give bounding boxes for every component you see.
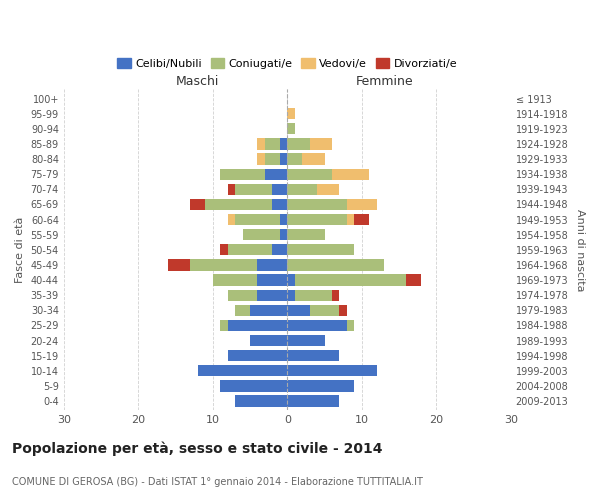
Bar	[287, 260, 384, 270]
Bar	[227, 290, 257, 301]
Bar	[287, 290, 295, 301]
Bar	[227, 350, 287, 362]
Bar	[235, 214, 280, 225]
Bar	[280, 138, 287, 149]
Bar	[280, 154, 287, 164]
Bar	[340, 304, 347, 316]
Bar	[235, 304, 250, 316]
Bar	[287, 304, 310, 316]
Text: Maschi: Maschi	[176, 75, 220, 88]
Bar	[272, 184, 287, 195]
Text: Popolazione per età, sesso e stato civile - 2014: Popolazione per età, sesso e stato civil…	[12, 441, 383, 456]
Bar	[272, 244, 287, 256]
Bar	[310, 304, 340, 316]
Bar	[287, 365, 377, 376]
Y-axis label: Anni di nascita: Anni di nascita	[575, 208, 585, 291]
Bar	[265, 168, 287, 180]
Y-axis label: Fasce di età: Fasce di età	[15, 216, 25, 283]
Bar	[227, 244, 272, 256]
Bar	[406, 274, 421, 285]
Bar	[257, 138, 265, 149]
Bar	[265, 154, 280, 164]
Bar	[347, 214, 354, 225]
Bar	[190, 199, 205, 210]
Bar	[332, 168, 369, 180]
Bar	[227, 320, 287, 331]
Bar	[287, 168, 332, 180]
Bar	[250, 335, 287, 346]
Bar	[220, 244, 227, 256]
Bar	[347, 199, 377, 210]
Bar	[280, 229, 287, 240]
Bar	[287, 274, 295, 285]
Bar	[287, 229, 325, 240]
Bar	[287, 199, 347, 210]
Bar	[213, 274, 257, 285]
Bar	[205, 199, 272, 210]
Bar	[295, 290, 332, 301]
Bar	[227, 214, 235, 225]
Bar	[317, 184, 340, 195]
Bar	[287, 123, 295, 134]
Bar	[235, 396, 287, 406]
Bar	[354, 214, 369, 225]
Bar	[235, 184, 272, 195]
Bar	[272, 199, 287, 210]
Bar	[257, 274, 287, 285]
Bar	[265, 138, 280, 149]
Bar	[168, 260, 190, 270]
Bar	[257, 154, 265, 164]
Bar	[257, 290, 287, 301]
Bar	[347, 320, 354, 331]
Bar	[287, 138, 310, 149]
Bar	[287, 108, 295, 120]
Bar	[220, 380, 287, 392]
Bar	[287, 154, 302, 164]
Bar	[287, 335, 325, 346]
Bar	[302, 154, 325, 164]
Bar	[332, 290, 340, 301]
Bar	[287, 396, 340, 406]
Bar	[310, 138, 332, 149]
Bar	[287, 350, 340, 362]
Bar	[242, 229, 280, 240]
Bar	[257, 260, 287, 270]
Bar	[287, 320, 347, 331]
Bar	[280, 214, 287, 225]
Legend: Celibi/Nubili, Coniugati/e, Vedovi/e, Divorziati/e: Celibi/Nubili, Coniugati/e, Vedovi/e, Di…	[113, 54, 461, 73]
Bar	[227, 184, 235, 195]
Bar	[190, 260, 257, 270]
Bar	[287, 244, 354, 256]
Text: Femmine: Femmine	[355, 75, 413, 88]
Bar	[287, 380, 354, 392]
Bar	[220, 320, 227, 331]
Bar	[287, 184, 317, 195]
Bar	[250, 304, 287, 316]
Bar	[295, 274, 406, 285]
Bar	[198, 365, 287, 376]
Bar	[287, 214, 347, 225]
Text: COMUNE DI GEROSA (BG) - Dati ISTAT 1° gennaio 2014 - Elaborazione TUTTITALIA.IT: COMUNE DI GEROSA (BG) - Dati ISTAT 1° ge…	[12, 477, 423, 487]
Bar	[220, 168, 265, 180]
